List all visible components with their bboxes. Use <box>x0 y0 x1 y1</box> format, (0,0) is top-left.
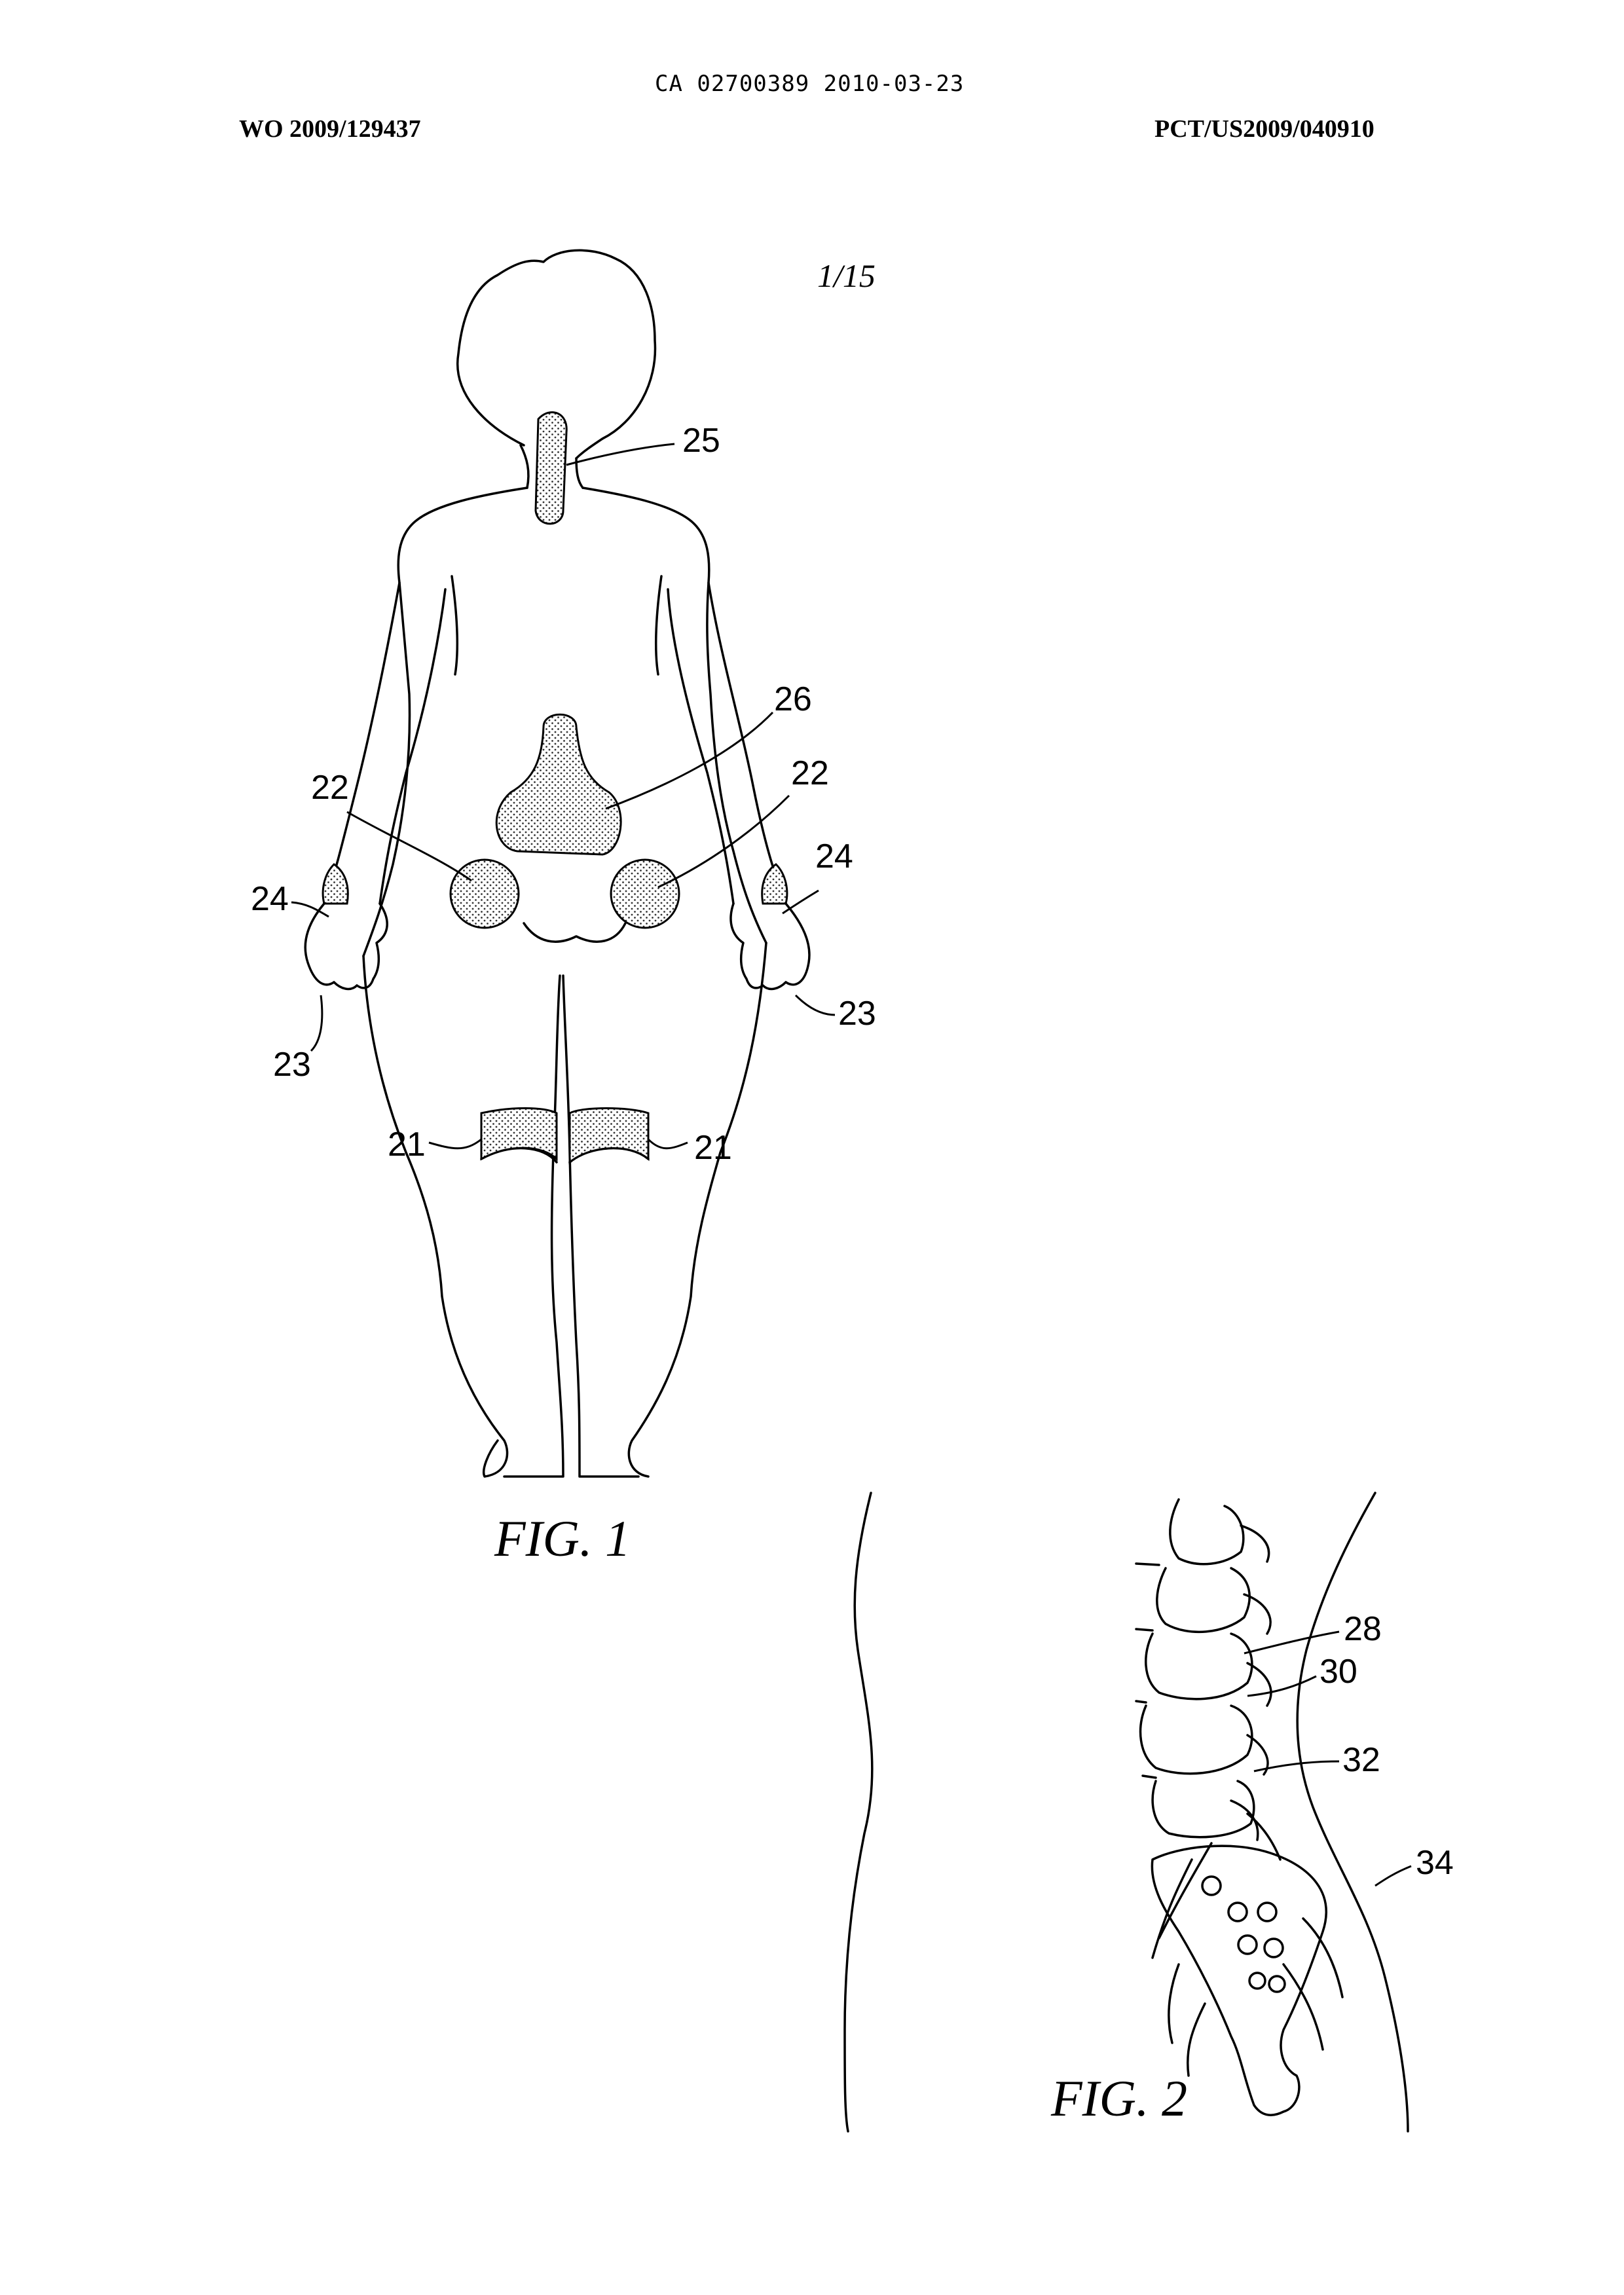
hip-region-left <box>451 860 519 928</box>
ref-26: 26 <box>774 680 812 718</box>
vertebra-2 <box>1157 1568 1249 1632</box>
ref-22-right: 22 <box>791 754 829 792</box>
waist-left <box>452 576 457 674</box>
right-leg-outer <box>629 943 766 1477</box>
neck-left <box>521 445 528 488</box>
lower-back-region <box>496 714 621 854</box>
fig2-caption: FIG. 2 <box>1051 2069 1187 2128</box>
ref-24-left: 24 <box>251 880 289 918</box>
fig2-spine-figure <box>845 1493 1408 2131</box>
skin-outline <box>1297 1493 1408 2131</box>
ref-34: 34 <box>1416 1844 1454 1882</box>
ref-22-left: 22 <box>311 769 349 807</box>
ref-21-left: 21 <box>388 1126 426 1164</box>
vertebra-5 <box>1153 1781 1254 1837</box>
hip-region-right <box>611 860 679 928</box>
right-arm-outer <box>709 583 786 904</box>
buttocks-line <box>524 923 625 942</box>
vertebra-4 <box>1141 1706 1252 1774</box>
right-hand <box>731 904 809 989</box>
ref-24-right: 24 <box>815 837 853 875</box>
left-hand <box>305 904 387 989</box>
knee-region-right <box>570 1109 648 1163</box>
vertebra-3 <box>1146 1634 1252 1699</box>
torso-right <box>583 488 766 943</box>
vertebra-1 <box>1170 1499 1244 1564</box>
knee-region-left <box>481 1109 557 1160</box>
ref-23-right: 23 <box>838 995 876 1033</box>
ref-32: 32 <box>1342 1741 1380 1779</box>
back-outline-left <box>845 1493 872 2131</box>
left-leg-outer <box>363 956 507 1477</box>
neck-region <box>536 413 566 524</box>
wrist-region-left <box>323 864 348 904</box>
fig1-caption: FIG. 1 <box>494 1509 631 1568</box>
right-arm-inner <box>668 589 733 904</box>
ref-23-left: 23 <box>273 1046 311 1084</box>
wrist-region-right <box>762 864 787 904</box>
ref-21-right: 21 <box>694 1129 732 1167</box>
right-leg-inner <box>563 976 638 1477</box>
ref-30: 30 <box>1320 1653 1357 1691</box>
nerve-roots <box>1153 1814 1342 2076</box>
waist-right <box>656 576 661 674</box>
ref-25: 25 <box>682 422 720 460</box>
left-leg-inner <box>504 976 563 1477</box>
fig1-shaded-regions <box>323 413 787 1162</box>
ref-28: 28 <box>1344 1610 1382 1648</box>
